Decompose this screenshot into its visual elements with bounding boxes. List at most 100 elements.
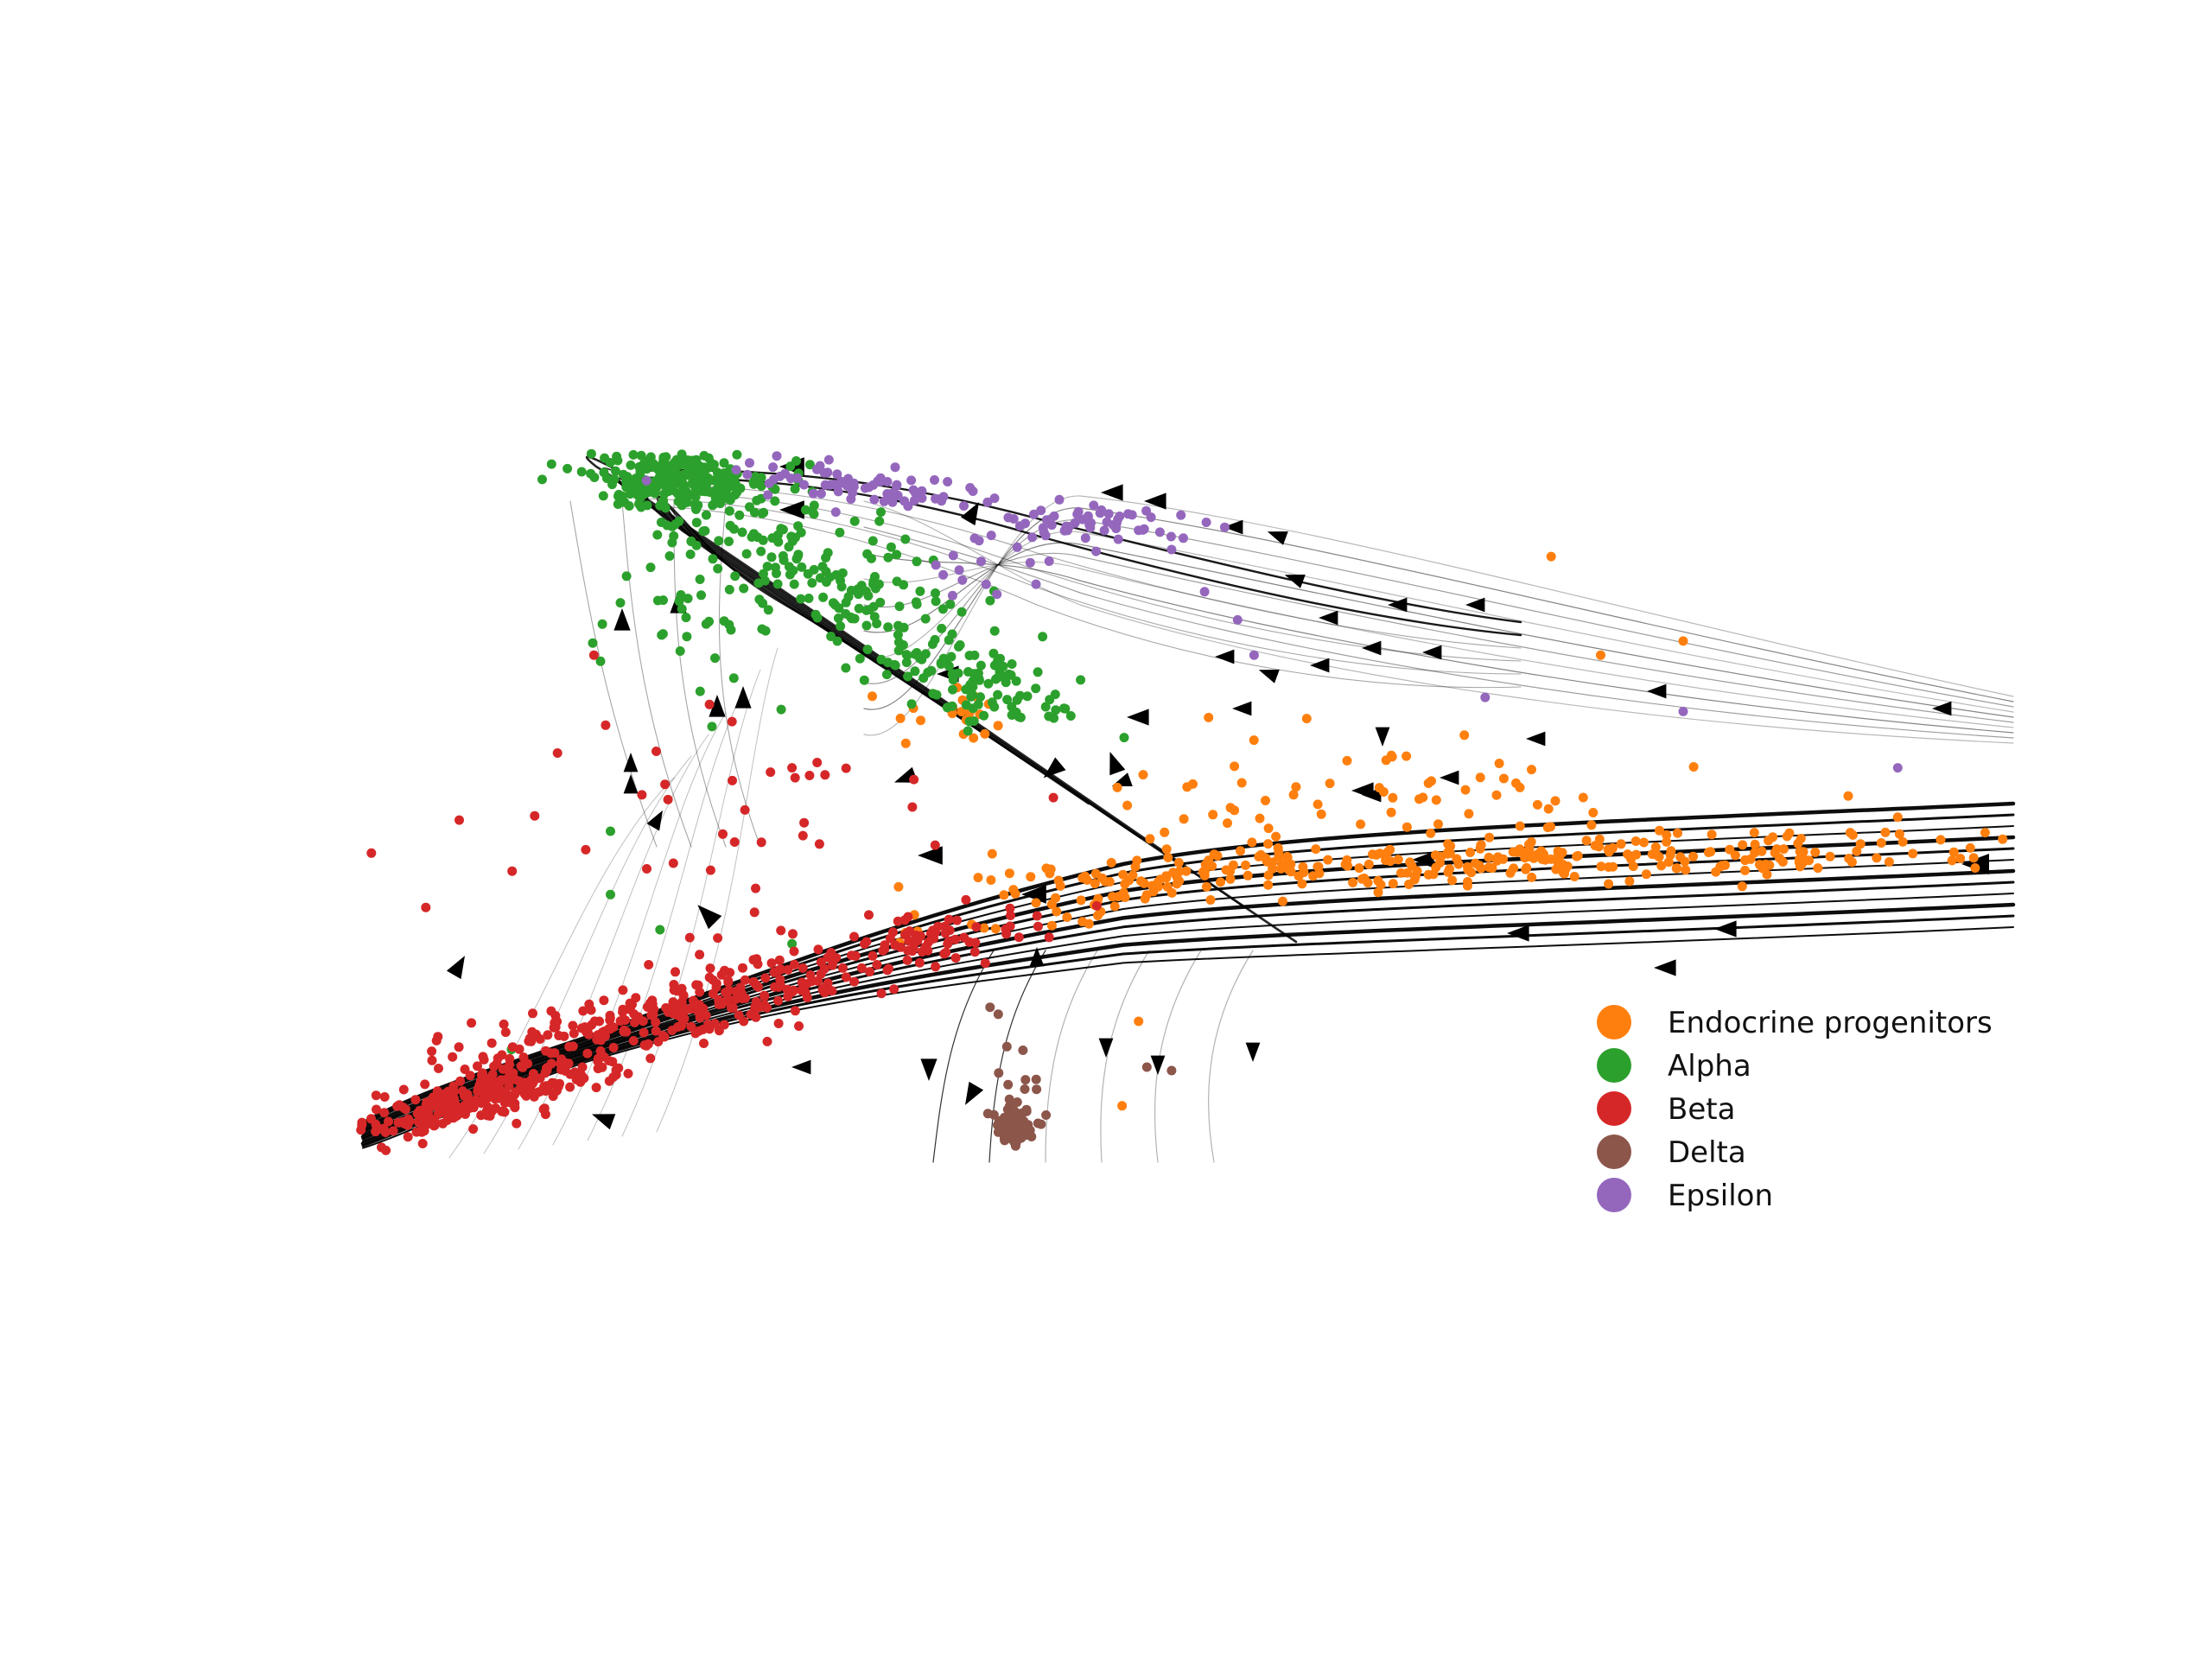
series-alpha: [506, 448, 1129, 1055]
cell-point: [814, 839, 824, 849]
cell-point: [658, 595, 668, 606]
cell-point: [478, 1052, 488, 1062]
cell-point: [993, 690, 1003, 700]
cell-point: [1048, 792, 1058, 803]
vertical-streamline: [621, 500, 692, 848]
cell-point: [961, 894, 971, 905]
cell-point: [708, 988, 718, 999]
legend-label-delta: Delta: [1668, 1135, 1746, 1170]
cell-point: [1011, 676, 1021, 686]
cell-point: [1527, 872, 1537, 882]
cell-point: [388, 1126, 398, 1136]
cell-point: [1750, 839, 1760, 849]
cell-point: [969, 947, 980, 957]
cell-point: [997, 1116, 1007, 1127]
cell-point: [1001, 1041, 1012, 1052]
cell-point: [637, 790, 647, 800]
cell-point: [728, 673, 739, 683]
legend-label-beta: Beta: [1668, 1092, 1735, 1127]
upper-streamline: [863, 500, 2014, 744]
cell-point: [374, 1123, 384, 1134]
cell-point: [1026, 872, 1036, 882]
streamline-arrow: [1310, 658, 1330, 673]
cell-point: [644, 960, 654, 969]
cell-point: [684, 932, 695, 943]
cell-point: [1484, 852, 1494, 862]
cell-point: [964, 937, 975, 947]
cell-point: [1608, 842, 1618, 853]
cell-point: [434, 1064, 443, 1073]
cell-point: [499, 1107, 510, 1117]
legend-label-alpha: Alpha: [1668, 1049, 1751, 1084]
cell-point: [713, 933, 723, 944]
streamline-arrow: [1412, 851, 1434, 868]
cell-point: [827, 986, 837, 996]
cell-point: [1764, 860, 1775, 870]
cell-point: [753, 959, 763, 969]
cell-point: [714, 536, 724, 546]
streamline-arrow: [1440, 770, 1459, 785]
cell-point: [641, 475, 652, 486]
cell-point: [875, 597, 886, 607]
cell-point: [983, 678, 994, 689]
cell-point: [648, 1009, 658, 1020]
cell-point: [1342, 755, 1352, 766]
cell-point: [756, 837, 766, 848]
cell-point: [714, 1026, 724, 1036]
cell-point: [663, 794, 673, 804]
cell-point: [504, 1081, 514, 1091]
cell-point: [577, 1062, 588, 1072]
cell-point: [809, 500, 819, 511]
cell-point: [621, 571, 632, 582]
cell-point: [721, 479, 732, 489]
cell-point: [690, 465, 700, 474]
cell-point: [785, 569, 795, 580]
cell-point: [818, 985, 829, 995]
cell-point: [625, 998, 635, 1008]
cell-point: [1754, 860, 1764, 870]
cell-point: [576, 467, 587, 477]
cell-point: [957, 707, 967, 717]
cell-point: [976, 556, 986, 567]
cell-point: [1046, 864, 1056, 874]
cell-point: [586, 448, 596, 459]
cell-point: [1005, 903, 1015, 913]
cell-point: [651, 1026, 661, 1036]
cell-point: [868, 950, 878, 961]
cell-point: [541, 1046, 551, 1056]
cell-point: [608, 1022, 619, 1033]
cell-point: [850, 950, 861, 961]
cell-point: [1249, 650, 1259, 660]
main-streamline: [360, 868, 2016, 1139]
cell-point: [873, 476, 883, 486]
cell-point: [677, 1020, 686, 1031]
cell-point: [862, 645, 873, 655]
cell-point: [704, 616, 714, 626]
cell-point: [1012, 1097, 1022, 1107]
cell-point: [1845, 828, 1855, 838]
cell-point: [691, 454, 702, 465]
cell-point: [1655, 825, 1664, 836]
cell-point: [785, 461, 796, 472]
cell-point: [1706, 847, 1716, 857]
cell-point: [1117, 1101, 1128, 1111]
cell-point: [490, 1094, 500, 1104]
cell-point: [914, 653, 925, 664]
cell-point: [1750, 848, 1760, 858]
cell-point: [931, 560, 941, 570]
cell-point: [699, 450, 709, 461]
cell-point: [757, 624, 767, 634]
cell-point: [948, 684, 957, 695]
cell-point: [702, 1020, 713, 1030]
cell-point: [677, 455, 686, 466]
cell-point: [974, 536, 984, 546]
cell-points: [356, 448, 2008, 1155]
cell-point: [772, 451, 782, 461]
cell-point: [736, 988, 747, 998]
cell-point: [1076, 675, 1086, 685]
cell-point: [685, 550, 696, 559]
cell-point: [1261, 796, 1270, 805]
cell-point: [1970, 863, 1980, 873]
cell-point: [1656, 861, 1667, 871]
cell-point: [881, 670, 892, 680]
